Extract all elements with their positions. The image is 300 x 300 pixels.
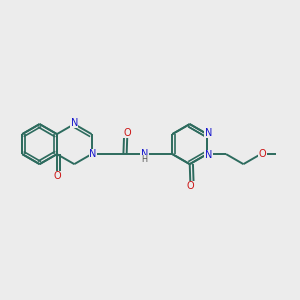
Text: O: O bbox=[53, 171, 61, 182]
Text: O: O bbox=[123, 128, 131, 138]
Text: N: N bbox=[205, 150, 212, 160]
Text: O: O bbox=[187, 182, 194, 191]
Text: N: N bbox=[141, 148, 148, 158]
Text: N: N bbox=[89, 149, 97, 159]
Text: N: N bbox=[205, 128, 212, 138]
Text: N: N bbox=[70, 118, 78, 128]
Text: O: O bbox=[258, 149, 266, 159]
Text: H: H bbox=[142, 155, 148, 164]
